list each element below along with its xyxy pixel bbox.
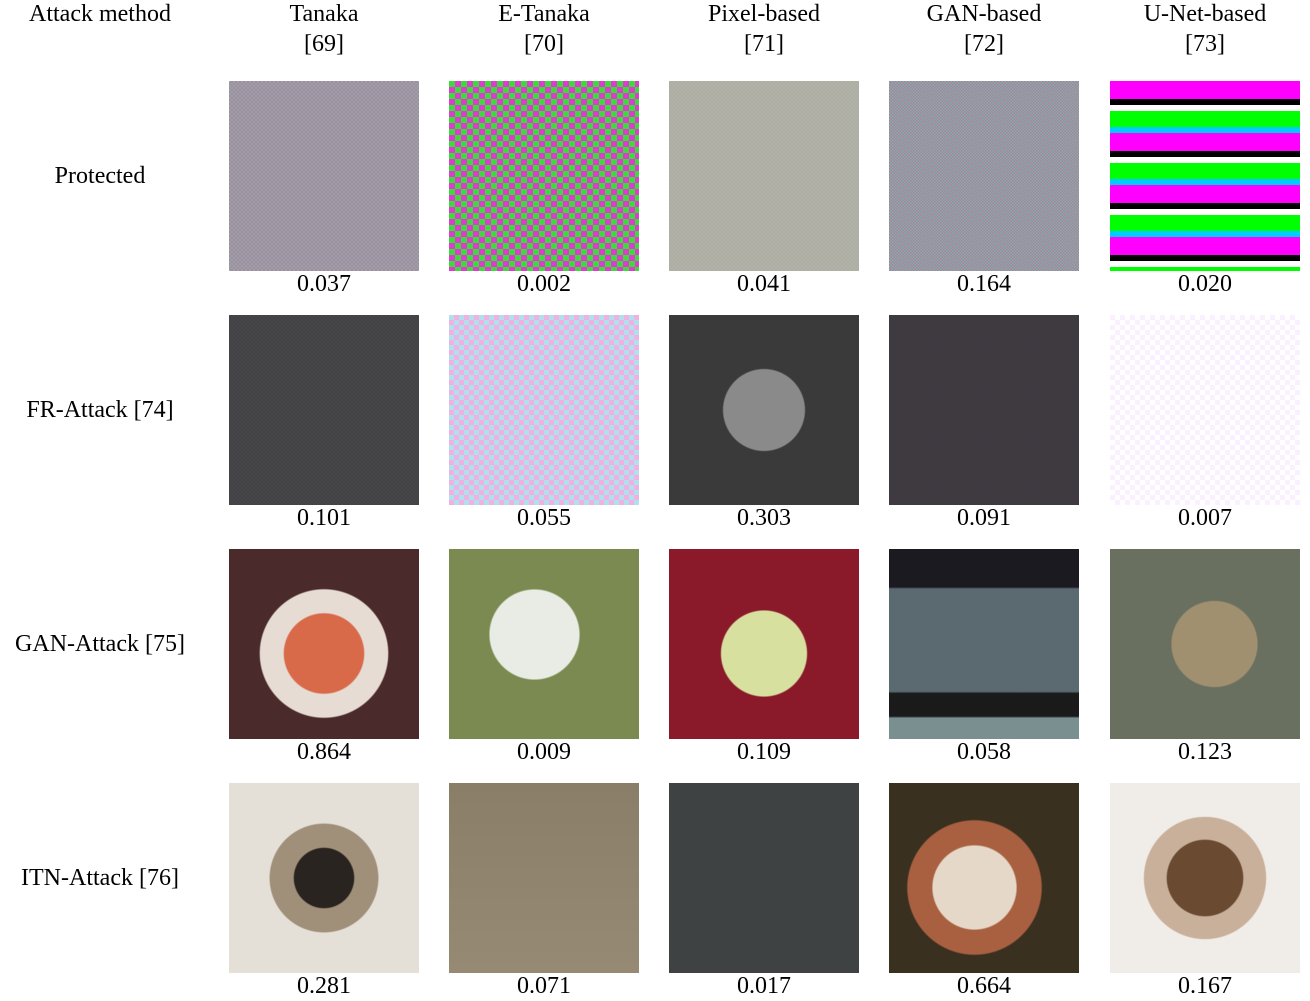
column-ref: [71]	[744, 31, 784, 57]
score: 0.864	[297, 739, 351, 765]
result-image	[889, 315, 1079, 505]
result-image	[229, 315, 419, 505]
score: 0.009	[517, 739, 571, 765]
result-image	[669, 315, 859, 505]
result-image	[1110, 783, 1300, 973]
result-image	[889, 783, 1079, 973]
score: 0.123	[1178, 739, 1232, 765]
result-image	[1110, 549, 1300, 739]
row-label: FR-Attack [74]	[26, 397, 174, 423]
column-name: Pixel-based	[708, 1, 820, 27]
result-image	[229, 783, 419, 973]
row-label: ITN-Attack [76]	[21, 865, 179, 891]
score: 0.041	[737, 271, 791, 297]
score: 0.037	[297, 271, 351, 297]
score: 0.164	[957, 271, 1011, 297]
result-image	[669, 549, 859, 739]
column-ref: [72]	[964, 31, 1004, 57]
score: 0.091	[957, 505, 1011, 531]
result-image	[449, 81, 639, 271]
column-name: U-Net-based	[1143, 1, 1267, 27]
row-label: Protected	[54, 163, 146, 189]
row-label: GAN-Attack [75]	[15, 631, 185, 657]
score: 0.303	[737, 505, 791, 531]
result-image	[449, 315, 639, 505]
result-image	[889, 549, 1079, 739]
result-image	[449, 783, 639, 973]
score: 0.020	[1178, 271, 1232, 297]
score: 0.664	[957, 973, 1011, 999]
score: 0.281	[297, 973, 351, 999]
column-name: E-Tanaka	[498, 1, 590, 27]
result-image	[449, 549, 639, 739]
score: 0.007	[1178, 505, 1232, 531]
result-image	[229, 549, 419, 739]
score: 0.167	[1178, 973, 1232, 999]
score: 0.055	[517, 505, 571, 531]
score: 0.101	[297, 505, 351, 531]
score: 0.002	[517, 271, 571, 297]
column-name: Tanaka	[289, 1, 359, 27]
score: 0.071	[517, 973, 571, 999]
column-ref: [69]	[304, 31, 344, 57]
result-image	[669, 81, 859, 271]
header-corner: Attack method	[29, 1, 171, 27]
column-ref: [73]	[1185, 31, 1225, 57]
result-image	[669, 783, 859, 973]
column-ref: [70]	[524, 31, 564, 57]
column-name: GAN-based	[926, 1, 1042, 27]
score: 0.058	[957, 739, 1011, 765]
result-image	[229, 81, 419, 271]
result-image	[1110, 81, 1300, 271]
score: 0.109	[737, 739, 791, 765]
result-image	[1110, 315, 1300, 505]
score: 0.017	[737, 973, 791, 999]
result-image	[889, 81, 1079, 271]
